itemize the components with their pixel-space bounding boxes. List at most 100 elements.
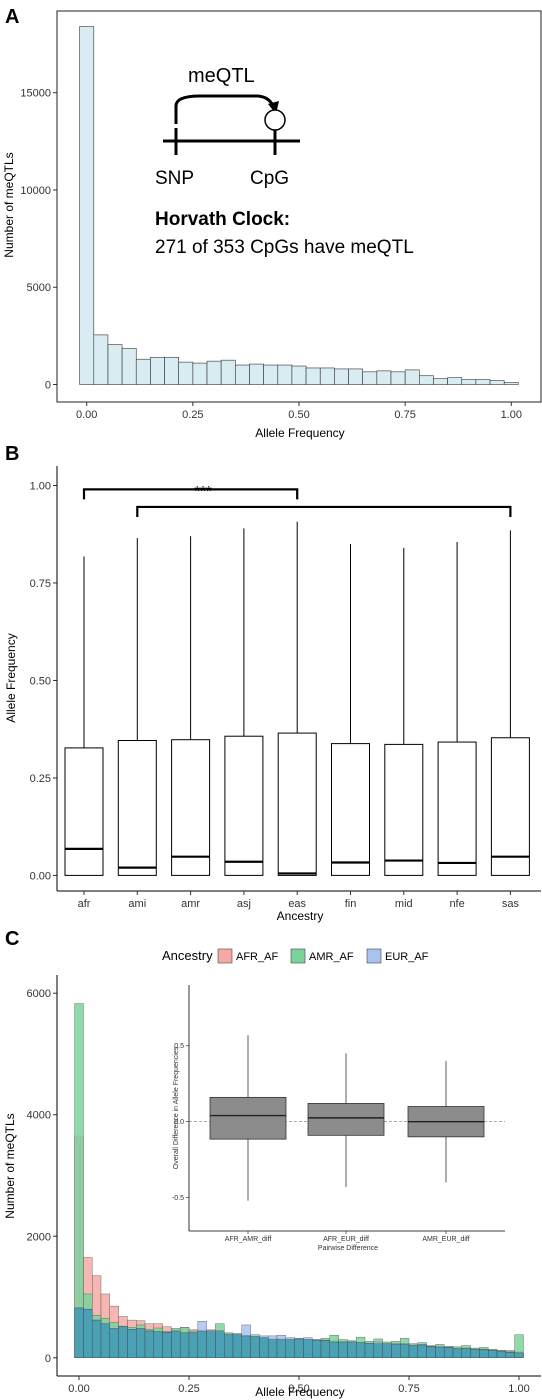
histogram-overlap-bar bbox=[303, 1339, 313, 1358]
histogram-bar bbox=[475, 379, 491, 385]
histogram-overlap-bar bbox=[356, 1342, 366, 1358]
histogram-overlap-bar bbox=[179, 1332, 190, 1358]
histogram-overlap-bar bbox=[294, 1338, 304, 1358]
histogram-overlap-bar bbox=[347, 1341, 357, 1358]
histogram-overlap-bar bbox=[479, 1349, 489, 1358]
legend-swatch-eur bbox=[366, 948, 382, 964]
x-tick-label: amr bbox=[181, 898, 200, 910]
histogram-overlap-bar bbox=[223, 1334, 234, 1358]
histogram-bar bbox=[447, 377, 463, 385]
panel-a-x-ticks: 0.00 0.25 0.50 0.75 1.00 bbox=[76, 402, 522, 421]
histogram-overlap-bar bbox=[241, 1335, 251, 1358]
x-tick-label: 0.25 bbox=[178, 1383, 199, 1395]
histogram-bar bbox=[164, 356, 180, 385]
panel-c-ylabel: Number of meQTLs bbox=[3, 1113, 17, 1218]
inset-x-ticks: AFR_AMR_diff AFR_EUR_diff AMR_EUR_diff bbox=[225, 1231, 470, 1243]
histogram-bar bbox=[121, 348, 137, 385]
panel-b-label: B bbox=[5, 443, 19, 465]
y-tick-label: 1.00 bbox=[30, 480, 51, 492]
y-tick-label: 6000 bbox=[27, 988, 51, 1000]
histogram-overlap-bar bbox=[109, 1328, 119, 1358]
y-tick-label: 2000 bbox=[27, 1231, 51, 1243]
x-tick-label: nfe bbox=[449, 898, 464, 910]
histogram-overlap-bar bbox=[364, 1342, 375, 1358]
histogram-overlap-bar bbox=[329, 1341, 339, 1358]
x-tick-label: eas bbox=[288, 898, 306, 910]
histogram-overlap-bar bbox=[197, 1330, 207, 1358]
histogram-overlap-bar bbox=[153, 1331, 163, 1358]
significance-stars: *** bbox=[194, 483, 212, 500]
histogram-overlap-bar bbox=[312, 1339, 322, 1358]
histogram-bar bbox=[150, 356, 165, 385]
box-eas bbox=[277, 732, 317, 876]
x-tick-label: 0.75 bbox=[398, 1383, 419, 1395]
histogram-bar bbox=[74, 1003, 84, 1358]
histogram-overlap-bar bbox=[417, 1344, 427, 1358]
panel-b-y-ticks: 0.00 0.25 0.50 0.75 1.00 bbox=[30, 480, 57, 882]
y-tick-label: 0.0 bbox=[174, 1119, 184, 1126]
y-tick-label: 0.25 bbox=[30, 773, 51, 785]
inset-ylabel: Overall Difference in Allele Frequencies bbox=[173, 1046, 180, 1169]
box-amr bbox=[171, 739, 211, 876]
histogram-bar bbox=[220, 359, 236, 385]
histogram-bar bbox=[376, 370, 392, 385]
clock-text: 271 of 353 CpGs have meQTL bbox=[155, 237, 414, 258]
panel-b-boxplots bbox=[64, 521, 530, 876]
box-afr bbox=[64, 747, 104, 876]
panel-c-label: C bbox=[5, 928, 19, 950]
box-nfe bbox=[437, 741, 477, 876]
x-tick-label: 0.25 bbox=[182, 409, 203, 421]
x-tick-label: asj bbox=[237, 898, 251, 910]
histogram-bar bbox=[263, 364, 279, 385]
panel-c-legend: Ancestry AFR_AF AMR_AF EUR_AF bbox=[162, 948, 429, 964]
meqtl-arrow bbox=[174, 94, 276, 124]
inset-xlabel: Pairwise Difference bbox=[318, 1245, 378, 1252]
histogram-overlap-bar bbox=[514, 1352, 524, 1358]
panel-c-inset: -0.5 0.0 0.5 AFR_AMR_diff AFR_EUR_diff AMR_E… bbox=[172, 983, 508, 1253]
x-tick-label: 0.50 bbox=[288, 409, 309, 421]
histogram-overlap-bar bbox=[444, 1347, 454, 1358]
inset-boxplots bbox=[209, 1035, 485, 1201]
y-tick-label: 0 bbox=[45, 379, 51, 391]
histogram-bar bbox=[235, 364, 250, 385]
box-asj bbox=[224, 735, 264, 876]
x-tick-label: 0.00 bbox=[68, 1383, 89, 1395]
histogram-bar bbox=[206, 360, 222, 385]
y-tick-label: 4000 bbox=[27, 1110, 51, 1122]
box-afr-eur-diff bbox=[307, 1103, 385, 1136]
y-tick-label: -0.5 bbox=[172, 1195, 184, 1202]
significance-bracket bbox=[82, 488, 299, 500]
histogram-overlap-bar bbox=[285, 1339, 295, 1358]
panel-a-xlabel: Allele Frequency bbox=[255, 426, 344, 440]
box-mid bbox=[384, 743, 424, 876]
panel-a-histogram bbox=[79, 26, 519, 385]
x-tick-label: fin bbox=[345, 898, 357, 910]
cpg-label: CpG bbox=[250, 168, 289, 189]
histogram-overlap-bar bbox=[320, 1340, 331, 1358]
y-tick-label: 15000 bbox=[20, 88, 51, 100]
panel-c-y-ticks: 0 2000 4000 6000 bbox=[27, 988, 57, 1365]
histogram-overlap-bar bbox=[259, 1337, 269, 1358]
histogram-bar bbox=[433, 378, 448, 385]
histogram-overlap-bar bbox=[276, 1339, 287, 1358]
histogram-bar bbox=[319, 367, 335, 385]
x-tick-label: afr bbox=[78, 898, 91, 910]
histogram-overlap-bar bbox=[426, 1346, 436, 1358]
histogram-overlap-bar bbox=[391, 1344, 401, 1358]
panel-a-label: A bbox=[5, 6, 19, 28]
histogram-bar bbox=[461, 379, 477, 385]
x-tick-label: 1.00 bbox=[508, 1383, 529, 1395]
panel-c-histogram bbox=[74, 1003, 524, 1358]
histogram-bar bbox=[418, 375, 434, 385]
y-tick-label: 0.50 bbox=[30, 675, 51, 687]
histogram-overlap-bar bbox=[171, 1330, 181, 1358]
x-tick-label: 0.00 bbox=[76, 409, 97, 421]
histogram-bar bbox=[249, 363, 264, 385]
x-tick-label: 0.50 bbox=[288, 1383, 309, 1395]
panel-a-plot-frame bbox=[56, 10, 542, 403]
histogram-overlap-bar bbox=[188, 1332, 199, 1358]
histogram-overlap-bar bbox=[408, 1345, 419, 1358]
histogram-bar bbox=[135, 358, 151, 385]
y-tick-label: 5000 bbox=[27, 282, 51, 294]
